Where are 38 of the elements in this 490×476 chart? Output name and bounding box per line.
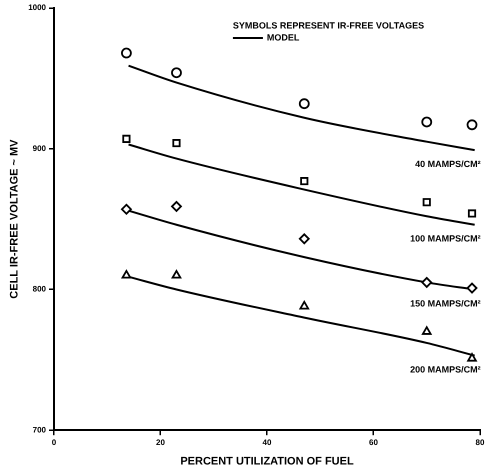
annotation: 200 MAMPS/CM² [410, 364, 481, 375]
point [298, 233, 310, 244]
point [121, 48, 132, 58]
point [298, 98, 310, 110]
point [171, 201, 182, 212]
point [466, 119, 478, 130]
point [422, 326, 432, 335]
y-axis-title: CELL IR-FREE VOLTAGE ~ MV [8, 138, 21, 299]
point [122, 134, 130, 143]
x-tick-label: 60 [369, 438, 378, 448]
y-tick-label: 1000 [28, 3, 47, 12]
x-tick-label: 40 [262, 438, 272, 448]
point [421, 277, 432, 288]
point [122, 270, 132, 279]
y-tick-label: 700 [32, 425, 47, 434]
line-series [128, 64, 476, 152]
point [172, 139, 181, 148]
point [300, 177, 308, 186]
y-tick-label: 900 [32, 144, 47, 153]
point [467, 353, 477, 362]
point [466, 282, 478, 294]
point [421, 116, 432, 128]
legend-title: SYMBOLS REPRESENT IR-FREE VOLTAGES [232, 20, 424, 30]
annotation: 40 MAMPS/CM² [415, 159, 481, 170]
point [299, 300, 310, 310]
x-tick-label: 20 [156, 438, 166, 448]
point [468, 209, 476, 218]
point [171, 67, 182, 78]
x-tick-label: 80 [476, 438, 485, 448]
x-tick-label: 0 [52, 438, 57, 448]
annotation: 150 MAMPS/CM² [410, 298, 481, 308]
point [172, 270, 182, 279]
x-axis-title: PERCENT UTILIZATION OF FUEL [180, 455, 354, 468]
point [422, 198, 431, 206]
y-tick-label: 800 [32, 284, 47, 294]
legend-label: MODEL [266, 32, 300, 42]
annotation: 100 MAMPS/CM² [410, 234, 481, 244]
point [121, 204, 132, 215]
